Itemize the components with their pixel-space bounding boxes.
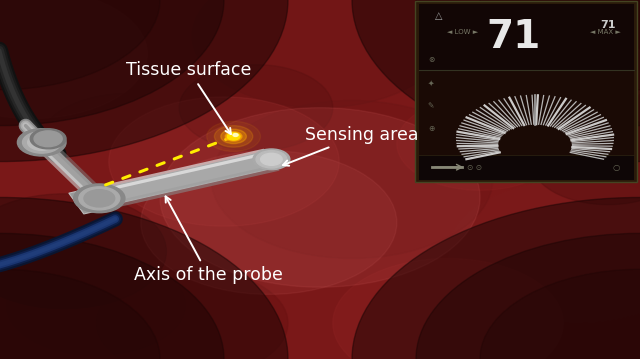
Circle shape	[233, 134, 238, 136]
Circle shape	[0, 269, 160, 359]
Circle shape	[397, 97, 563, 190]
Circle shape	[22, 132, 61, 153]
Bar	[415, 1, 637, 182]
Circle shape	[96, 269, 288, 359]
Text: 71: 71	[600, 20, 616, 30]
Circle shape	[74, 184, 125, 213]
Polygon shape	[69, 185, 118, 214]
Polygon shape	[86, 149, 275, 205]
Bar	[419, 155, 634, 180]
Circle shape	[0, 0, 160, 90]
Circle shape	[442, 14, 640, 129]
Circle shape	[352, 0, 640, 162]
Text: ⊗: ⊗	[428, 55, 434, 64]
Text: Axis of the probe: Axis of the probe	[134, 196, 282, 284]
Circle shape	[141, 151, 397, 294]
Circle shape	[0, 0, 224, 126]
Circle shape	[17, 129, 66, 156]
Circle shape	[38, 93, 218, 194]
Circle shape	[221, 129, 246, 144]
Circle shape	[0, 0, 147, 118]
Circle shape	[192, 0, 448, 108]
Circle shape	[480, 269, 640, 359]
Circle shape	[30, 129, 66, 149]
Polygon shape	[88, 151, 277, 208]
Circle shape	[0, 197, 288, 359]
Circle shape	[416, 0, 640, 126]
Polygon shape	[36, 140, 106, 200]
Circle shape	[0, 233, 224, 359]
Text: ✦: ✦	[428, 78, 434, 87]
Polygon shape	[90, 155, 280, 211]
Circle shape	[225, 132, 242, 141]
Circle shape	[333, 258, 563, 359]
Circle shape	[211, 101, 493, 258]
Circle shape	[79, 187, 120, 210]
Circle shape	[0, 0, 288, 162]
Circle shape	[109, 97, 339, 226]
Circle shape	[179, 65, 333, 151]
Circle shape	[84, 190, 115, 207]
Text: ✎: ✎	[428, 101, 434, 110]
Text: ◄ LOW ►: ◄ LOW ►	[447, 29, 477, 35]
Circle shape	[34, 131, 62, 147]
Text: ⊕: ⊕	[428, 124, 434, 133]
Circle shape	[28, 135, 56, 150]
Circle shape	[227, 133, 240, 140]
Circle shape	[448, 180, 640, 323]
Text: ○: ○	[613, 163, 620, 172]
Text: ⊙ ⊙: ⊙ ⊙	[467, 163, 483, 172]
Text: △: △	[435, 11, 442, 21]
Text: ◄ MAX ►: ◄ MAX ►	[590, 29, 621, 35]
Circle shape	[0, 194, 166, 309]
Circle shape	[416, 233, 640, 359]
Circle shape	[160, 108, 480, 287]
Text: Tissue surface: Tissue surface	[126, 61, 252, 134]
Text: 71: 71	[486, 18, 541, 56]
Circle shape	[531, 118, 640, 205]
Bar	[419, 4, 634, 180]
Circle shape	[6, 255, 186, 355]
Circle shape	[480, 0, 640, 90]
Circle shape	[260, 153, 282, 165]
Circle shape	[214, 126, 253, 147]
Bar	[419, 4, 634, 70]
Circle shape	[352, 197, 640, 359]
Polygon shape	[32, 141, 102, 201]
Circle shape	[256, 151, 287, 168]
Circle shape	[253, 149, 290, 170]
Text: Sensing area: Sensing area	[283, 126, 419, 166]
Polygon shape	[39, 139, 109, 199]
Circle shape	[207, 121, 260, 151]
